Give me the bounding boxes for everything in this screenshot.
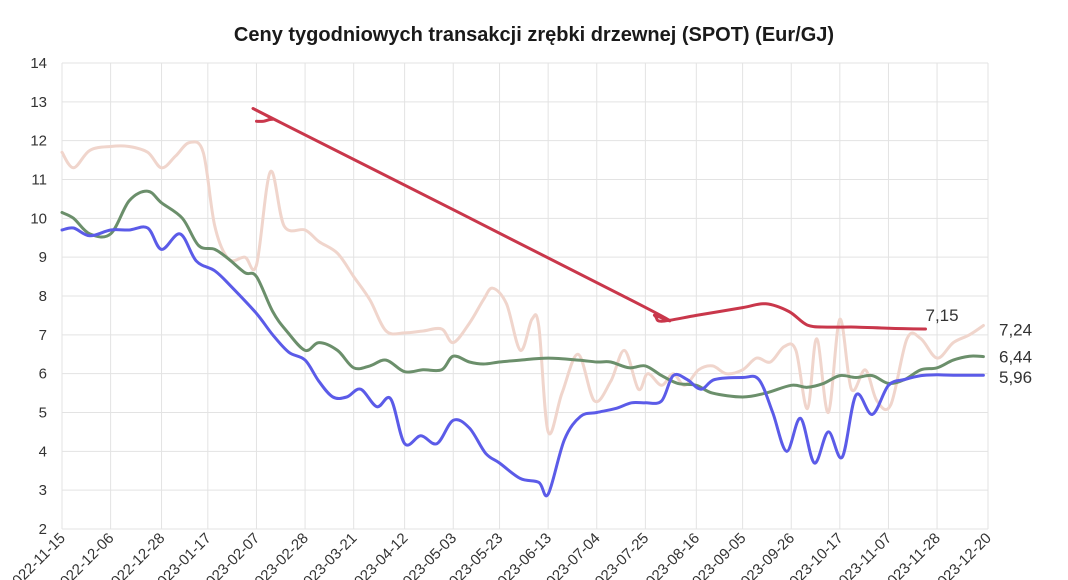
x-axis-ticks: 2022-11-152022-12-062022-12-282023-01-17… bbox=[3, 530, 994, 580]
series-layer bbox=[60, 107, 985, 498]
y-tick-label: 4 bbox=[39, 443, 47, 460]
chart-title: Ceny tygodniowych transakcji zrębki drze… bbox=[233, 24, 835, 46]
end-value-label: 5,96 bbox=[999, 368, 1032, 387]
y-tick-label: 2 bbox=[39, 521, 47, 538]
y-tick-label: 12 bbox=[30, 133, 47, 150]
end-labels: 7,24 6,445,96 7,15 bbox=[925, 306, 1032, 387]
x-tick-label: 2022-11-15 bbox=[3, 530, 68, 580]
y-tick-label: 6 bbox=[39, 366, 47, 383]
y-tick-label: 7 bbox=[39, 327, 47, 344]
y-tick-label: 14 bbox=[30, 55, 47, 72]
end-value-label: 6,44 bbox=[999, 348, 1032, 367]
y-tick-label: 13 bbox=[30, 94, 47, 111]
y-tick-label: 3 bbox=[39, 482, 47, 499]
y-axis-ticks: 2 3 4 5 6 7 8 9 10 11 12 13 14 bbox=[30, 55, 47, 538]
end-value-label: 7,15 bbox=[925, 306, 958, 325]
y-tick-label: 11 bbox=[31, 172, 47, 189]
y-tick-label: 10 bbox=[30, 210, 47, 227]
series-line-3 bbox=[251, 107, 927, 331]
series-line-0 bbox=[60, 140, 985, 436]
grid-layer bbox=[61, 62, 989, 530]
y-tick-label: 9 bbox=[39, 249, 47, 266]
y-tick-label: 5 bbox=[39, 405, 47, 422]
series-line-1 bbox=[60, 189, 985, 399]
series-line-2 bbox=[60, 225, 985, 498]
y-tick-label: 8 bbox=[39, 288, 47, 305]
end-value-label: 7,24 bbox=[999, 321, 1032, 340]
